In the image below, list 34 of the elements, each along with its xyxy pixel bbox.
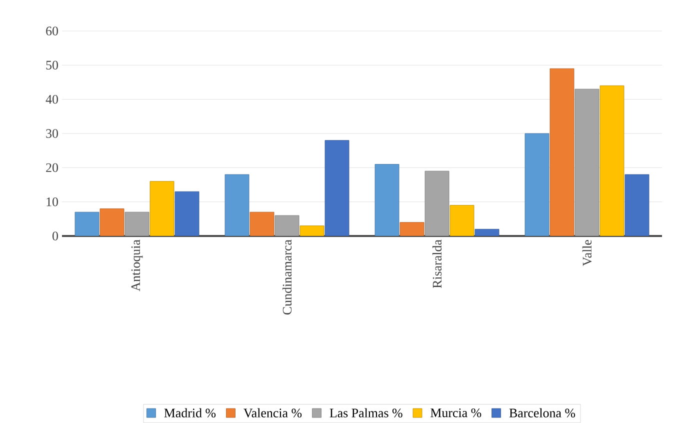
legend-label: Murcia % [430,408,482,418]
legend-label: Las Palmas % [330,408,402,418]
y-tick-label: 0 [52,232,58,240]
y-tick-label: 40 [46,95,58,104]
bar [74,212,100,236]
bar [224,174,250,236]
bar [100,208,124,236]
bar [524,133,550,236]
legend-label: Madrid % [164,408,216,418]
bar [150,181,174,236]
bar [124,212,150,236]
bar [450,205,474,236]
y-tick-label: 50 [46,60,58,70]
bar [600,85,624,236]
bar [400,222,424,236]
y-tick-label: 60 [46,26,58,36]
bar [424,170,450,236]
bar [174,191,200,236]
y-tick-label: 10 [46,197,58,206]
y-tick-label: 30 [46,129,58,138]
x-tick-label: Cundinamarca [282,240,292,315]
bar [624,174,650,236]
x-tick-label: Valle [582,240,592,266]
bar [550,68,574,236]
legend-label: Barcelona % [509,408,576,418]
bar [250,212,274,236]
bar [324,140,350,236]
y-tick-label: 20 [46,163,58,172]
bar [374,164,400,236]
bar [574,88,600,236]
legend-label: Valencia % [244,408,302,418]
bar [274,215,300,236]
x-tick-label: Antioquia [131,240,143,292]
x-tick-label: Risaralda [432,240,442,288]
